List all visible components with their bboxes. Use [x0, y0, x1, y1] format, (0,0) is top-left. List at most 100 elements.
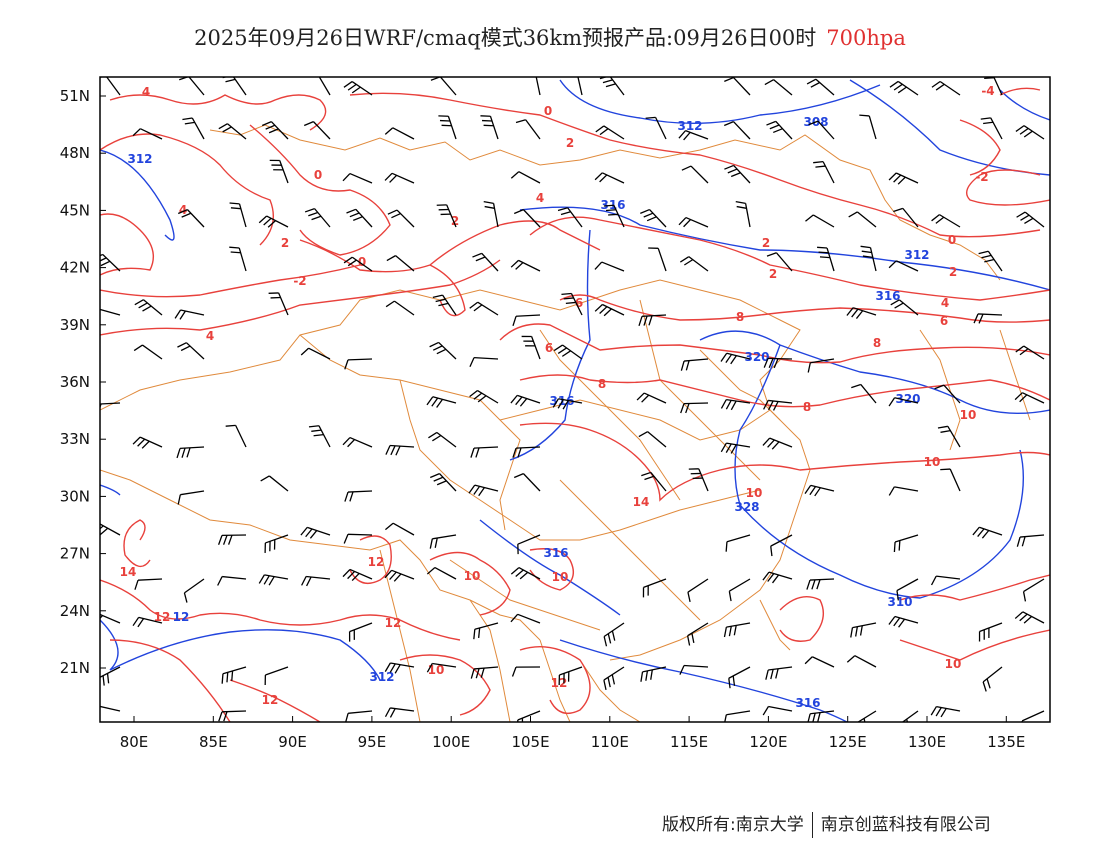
wind-barb: [762, 437, 793, 450]
wind-barb: [850, 622, 877, 638]
wind-barb: [469, 389, 499, 404]
wind-barb: [1015, 345, 1045, 360]
wind-barb: [472, 252, 499, 272]
wind-barb: [385, 300, 415, 316]
wind-barb: [645, 116, 667, 140]
wind-barb: [724, 77, 751, 96]
wind-barb: [984, 77, 1003, 96]
temp-contour-label: 2: [762, 236, 770, 250]
wind-barb: [806, 578, 835, 590]
temp-contour-label: 10: [464, 569, 481, 583]
wind-barb: [134, 578, 163, 590]
wind-barb: [261, 121, 289, 140]
wind-barb: [557, 207, 583, 228]
wind-barb: [766, 252, 793, 272]
wind-barb: [217, 575, 247, 586]
temp-contour-label: 12: [385, 616, 402, 630]
wind-barb: [384, 172, 415, 184]
wind-barb: [229, 246, 247, 272]
wind-barb: [182, 117, 205, 140]
wind-barb: [896, 578, 919, 601]
wind-barb: [515, 119, 541, 140]
temp-contour-label: 2: [769, 267, 777, 281]
wind-barb: [342, 568, 373, 582]
height-contour-label: 320: [744, 350, 769, 364]
wind-barb: [218, 123, 247, 140]
lat-tick-label: 48N: [60, 144, 90, 162]
temp-contour-label: 4: [536, 191, 544, 205]
wind-barb: [1022, 578, 1045, 602]
lon-tick-label: 115E: [670, 733, 708, 751]
wind-barb: [132, 436, 163, 449]
lon-tick-label: 100E: [432, 733, 470, 751]
wind-barb: [805, 214, 835, 228]
temp-contour-label: 4: [206, 329, 214, 343]
wind-barb: [552, 398, 583, 410]
temp-contour-label: 10: [924, 455, 941, 469]
wind-barb: [510, 394, 541, 407]
wind-barb: [221, 666, 247, 684]
temp-contour-label: 6: [575, 296, 583, 310]
wind-barb: [342, 172, 373, 184]
wind-barb: [640, 666, 667, 682]
wind-barb: [308, 425, 331, 448]
wind-barb: [638, 314, 667, 327]
wind-barb: [1015, 125, 1045, 140]
wind-barb: [725, 534, 751, 552]
wind-barb: [901, 710, 919, 722]
wind-barb: [940, 468, 961, 492]
wind-barb: [432, 294, 457, 316]
wind-barb: [728, 578, 751, 602]
temp-contour-label: 0: [544, 104, 552, 118]
wind-barb: [638, 431, 667, 448]
wind-barb: [686, 622, 709, 646]
temp-contour-label: 10: [428, 663, 445, 677]
wind-barb: [931, 214, 961, 228]
wind-barb: [385, 444, 415, 456]
height-contour-label: 312: [127, 152, 152, 166]
wind-barb: [766, 120, 793, 140]
wind-barb: [469, 301, 499, 316]
wind-barb: [765, 666, 793, 680]
wind-barb: [222, 77, 247, 96]
wind-barb: [343, 81, 373, 96]
wind-barb: [888, 486, 919, 496]
lat-tick-label: 45N: [60, 201, 90, 219]
wind-barb: [764, 79, 793, 96]
wind-barb: [846, 655, 877, 668]
wind-barb: [384, 662, 415, 674]
wind-barb: [100, 402, 121, 410]
wind-barb: [930, 705, 961, 718]
wind-barb: [817, 246, 835, 272]
wind-barb: [762, 705, 793, 716]
height-contours: [100, 79, 1050, 722]
wind-barb: [762, 571, 793, 584]
wind-barb: [535, 77, 541, 96]
wind-barb: [229, 202, 247, 228]
temp-contour-label: 2: [451, 214, 459, 228]
wind-barb: [890, 299, 919, 316]
wind-barb: [176, 446, 205, 459]
wind-barb: [888, 397, 919, 407]
wind-barb: [688, 468, 709, 492]
wind-barb: [934, 384, 961, 404]
wind-barb: [1016, 211, 1045, 228]
temp-contour-label: 4: [941, 296, 949, 310]
temp-contour-label: -2: [293, 274, 306, 288]
wind-barb: [636, 392, 667, 404]
wind-barb: [804, 656, 835, 668]
wind-barb: [893, 534, 919, 553]
wind-barb: [300, 526, 331, 539]
wind-barb: [264, 534, 289, 553]
lat-tick-label: 24N: [60, 602, 90, 620]
wind-barb: [804, 484, 835, 497]
temp-contour-label: 10: [960, 408, 977, 422]
temp-contour-label: 8: [803, 400, 811, 414]
wind-barb: [558, 666, 583, 686]
wind-barb: [889, 80, 919, 96]
credit-divider: [811, 812, 813, 838]
wind-barb: [269, 159, 289, 184]
wind-barb: [438, 115, 457, 140]
lon-tick-label: 105E: [511, 733, 549, 751]
